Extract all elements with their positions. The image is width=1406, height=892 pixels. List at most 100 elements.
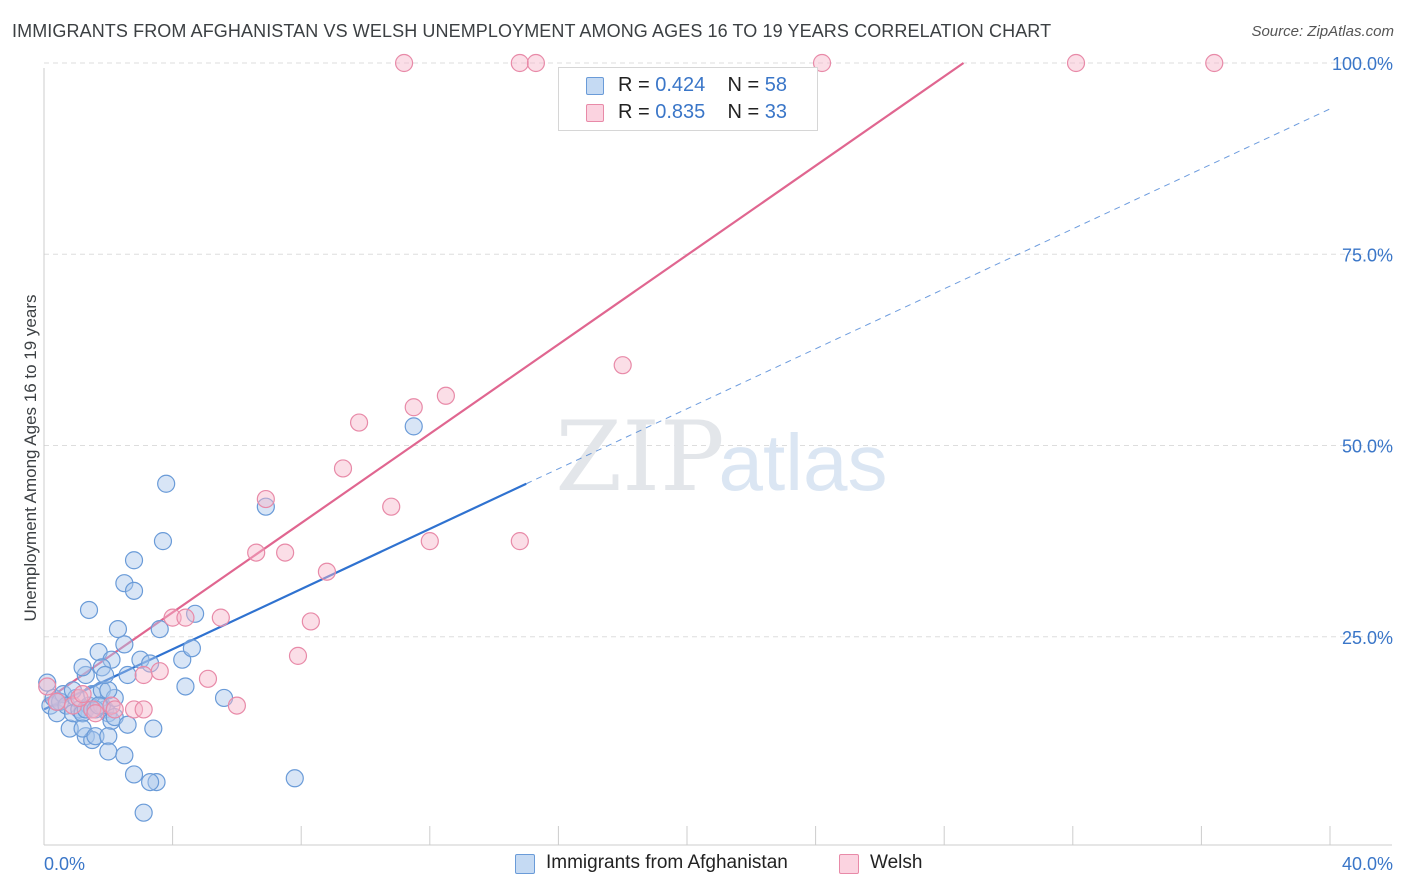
watermark-atlas: atlas xyxy=(719,418,888,507)
legend-swatch-blue xyxy=(586,77,604,95)
welsh-point xyxy=(176,608,195,627)
afghanistan-point xyxy=(182,639,201,658)
welsh-point xyxy=(317,562,337,581)
legend-n-label: N = xyxy=(727,74,765,96)
tick-labels: 25.0% 50.0% 75.0% 100.0% 0.0% 40.0% xyxy=(44,54,1393,874)
afghanistan-point xyxy=(86,727,105,746)
afghanistan-trend-extension xyxy=(526,108,1331,485)
legend-n-value: 33 xyxy=(764,101,788,123)
afghanistan-point xyxy=(157,474,176,493)
afghanistan-point xyxy=(140,772,160,792)
welsh-point xyxy=(288,646,308,665)
afghanistan-point xyxy=(115,635,134,654)
afghanistan-point xyxy=(38,673,57,692)
afghanistan-point xyxy=(60,719,79,738)
afghanistan-point xyxy=(404,417,423,436)
afghanistan-point xyxy=(118,715,137,734)
welsh-point xyxy=(382,497,401,516)
chart-title: IMMIGRANTS FROM AFGHANISTAN VS WELSH UNE… xyxy=(12,21,1052,41)
welsh-point xyxy=(333,459,353,478)
welsh-point xyxy=(276,543,295,562)
afghanistan-point xyxy=(186,604,205,623)
afghanistan-point xyxy=(124,765,144,784)
welsh-point xyxy=(198,669,218,688)
welsh-point xyxy=(1066,53,1086,73)
welsh-point xyxy=(510,532,529,551)
legend-label-afghanistan: Immigrants from Afghanistan xyxy=(546,852,788,873)
legend-r-label: R = xyxy=(618,101,656,123)
x-tick-label: 0.0% xyxy=(44,854,85,874)
welsh-point xyxy=(124,700,144,719)
welsh-point xyxy=(134,665,153,685)
afghanistan-point xyxy=(285,769,304,788)
afghanistan-point xyxy=(124,581,144,600)
welsh-point xyxy=(163,608,182,627)
welsh-point xyxy=(256,489,275,509)
afghanistan-point xyxy=(115,746,134,765)
legend-swatch-pink xyxy=(586,104,604,122)
afghanistan-point xyxy=(134,803,153,822)
welsh-point xyxy=(73,685,92,704)
watermark-zip: ZIP xyxy=(555,401,724,513)
welsh-point xyxy=(247,543,266,562)
legend-n-value: 58 xyxy=(764,74,788,96)
welsh-point xyxy=(38,677,57,696)
afghanistan-point xyxy=(79,600,99,620)
y-tick-label: 25.0% xyxy=(1342,628,1393,648)
welsh-point xyxy=(349,413,369,432)
afghanistan-point xyxy=(73,658,92,677)
legend-swatch-blue xyxy=(515,854,535,874)
afghanistan-point xyxy=(108,619,128,639)
legend-r-value: 0.835 xyxy=(655,101,706,123)
stats-legend: R = 0.424 N = 58 R = 0.835 N = 33 xyxy=(558,67,818,131)
y-tick-label: 75.0% xyxy=(1342,245,1393,265)
afghanistan-point xyxy=(99,727,118,746)
y-axis-title: Unemployment Among Ages 16 to 19 years xyxy=(21,295,40,622)
watermark: ZIP atlas xyxy=(555,401,887,513)
afghanistan-point xyxy=(256,497,275,516)
y-tick-label: 50.0% xyxy=(1342,437,1393,457)
afghanistan-point xyxy=(118,665,137,685)
legend-n-label: N = xyxy=(727,101,765,123)
welsh-point xyxy=(1205,53,1224,73)
afghanistan-point xyxy=(150,619,169,639)
trend-lines xyxy=(43,62,1331,711)
welsh-point xyxy=(420,532,439,551)
legend-r-label: R = xyxy=(618,74,656,96)
legend-r-value: 0.424 xyxy=(655,74,706,96)
y-tick-label: 100.0% xyxy=(1332,54,1393,74)
welsh-point xyxy=(47,692,66,711)
welsh-point xyxy=(436,386,455,405)
afghanistan-point xyxy=(115,574,134,593)
welsh-point xyxy=(134,700,153,719)
welsh-point xyxy=(510,53,529,73)
legend-label-welsh: Welsh xyxy=(870,852,923,873)
welsh-point xyxy=(301,612,320,631)
afghanistan-point xyxy=(153,532,173,551)
welsh-point xyxy=(613,356,632,375)
welsh-point xyxy=(526,53,545,73)
afghanistan-point xyxy=(102,650,121,669)
axes xyxy=(43,68,1392,846)
afghanistan-point xyxy=(124,551,144,570)
afghanistan-point xyxy=(176,677,195,696)
welsh-point xyxy=(394,53,414,73)
welsh-point xyxy=(404,398,423,417)
data-points xyxy=(38,53,1224,822)
welsh-point xyxy=(105,700,124,719)
afghanistan-point xyxy=(131,650,150,669)
welsh-point xyxy=(211,608,230,627)
legend-swatch-pink xyxy=(839,854,859,874)
x-tick-label: 40.0% xyxy=(1342,854,1393,874)
welsh-trend-line xyxy=(43,62,965,703)
afghanistan-trend-line xyxy=(43,482,527,711)
welsh-point xyxy=(227,696,246,715)
afghanistan-point xyxy=(95,665,115,685)
welsh-point xyxy=(150,662,169,681)
afghanistan-point xyxy=(147,772,166,792)
afghanistan-point xyxy=(99,742,118,761)
source-label: Source: ZipAtlas.com xyxy=(1251,23,1394,40)
afghanistan-point xyxy=(140,654,160,673)
grid-lines xyxy=(44,62,1392,638)
